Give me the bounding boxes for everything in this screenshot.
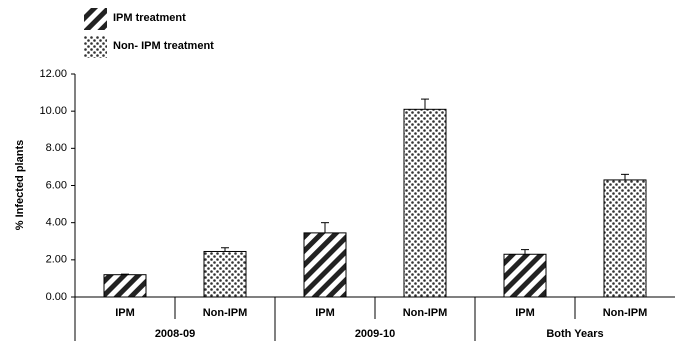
bar	[103, 274, 147, 298]
y-tick-label: 2.00	[46, 254, 67, 266]
group-label: 2008-09	[155, 328, 195, 340]
y-tick-label: 4.00	[46, 217, 67, 229]
bar	[203, 250, 247, 298]
x-tick-label: Non-IPM	[203, 307, 248, 319]
x-tick-label: IPM	[115, 307, 135, 319]
y-axis-label: % Infected plants	[14, 140, 26, 230]
bar	[403, 108, 447, 298]
y-tick-label: 10.00	[39, 105, 67, 117]
x-tick-label: Non-IPM	[603, 307, 648, 319]
y-tick-label: 0.00	[46, 291, 67, 303]
legend-swatch	[84, 36, 107, 58]
x-tick-label: IPM	[315, 307, 335, 319]
legend-swatch	[84, 8, 107, 30]
legend-label: Non- IPM treatment	[113, 40, 214, 52]
bar	[503, 253, 547, 298]
group-label: 2009-10	[355, 328, 395, 340]
y-tick-label: 6.00	[46, 179, 67, 191]
y-tick-label: 8.00	[46, 142, 67, 154]
x-tick-label: IPM	[515, 307, 535, 319]
y-tick-label: 12.00	[39, 68, 67, 80]
legend-label: IPM treatment	[113, 12, 186, 24]
bar	[603, 179, 647, 298]
x-tick-label: Non-IPM	[403, 307, 448, 319]
group-label: Both Years	[546, 328, 603, 340]
bar	[303, 232, 347, 298]
